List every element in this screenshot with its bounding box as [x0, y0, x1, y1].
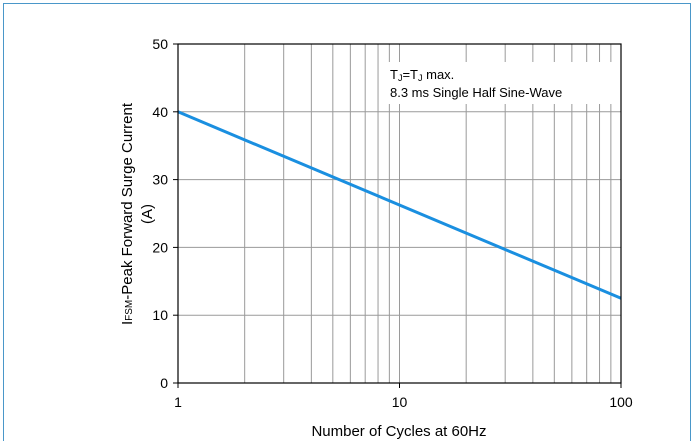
y-axis-title: IFSM-Peak Forward Surge Current (A)	[119, 102, 156, 325]
y-tick-label: 10	[152, 307, 168, 323]
x-tick-label: 10	[392, 394, 408, 410]
series-layer	[177, 110, 622, 300]
x-axis-title: Number of Cycles at 60Hz	[311, 423, 486, 440]
series-line	[177, 110, 622, 300]
tick-marks	[173, 43, 622, 388]
y-tick-labels: 0 10 20 30 40 50	[152, 36, 168, 391]
y-axis-title-subscript: FSM	[124, 300, 135, 321]
y-tick-label: 20	[152, 239, 168, 255]
y-tick-label: 40	[152, 104, 168, 120]
annotation-line-1: TJ=TJ max.	[390, 67, 454, 83]
y-tick-label: 0	[160, 375, 168, 391]
y-tick-label: 50	[152, 36, 168, 52]
annotation-background	[384, 62, 618, 104]
x-tick-label: 100	[609, 394, 633, 410]
annotation-line-2: 8.3 ms Single Half Sine-Wave	[390, 85, 562, 100]
chart: 1 10 100 0 10 20 30 40 50 Number of Cycles at 6…	[119, 36, 633, 440]
y-tick-label: 30	[152, 172, 168, 188]
chart-frame: 1 10 100 0 10 20 30 40 50 Number of Cycles at 6…	[3, 3, 691, 441]
x-tick-label: 1	[174, 394, 182, 410]
x-tick-labels: 1 10 100	[174, 394, 633, 410]
svg-text:IFSM-Peak Forward Surge Curren: IFSM-Peak Forward Surge Current	[119, 102, 136, 325]
annotation: TJ=TJ max. 8.3 ms Single Half Sine-Wave	[384, 62, 618, 104]
y-axis-title-unit: (A)	[139, 204, 156, 224]
y-axis-title-main: I	[119, 321, 136, 325]
y-axis-title-rest: -Peak Forward Surge Current	[119, 102, 136, 300]
